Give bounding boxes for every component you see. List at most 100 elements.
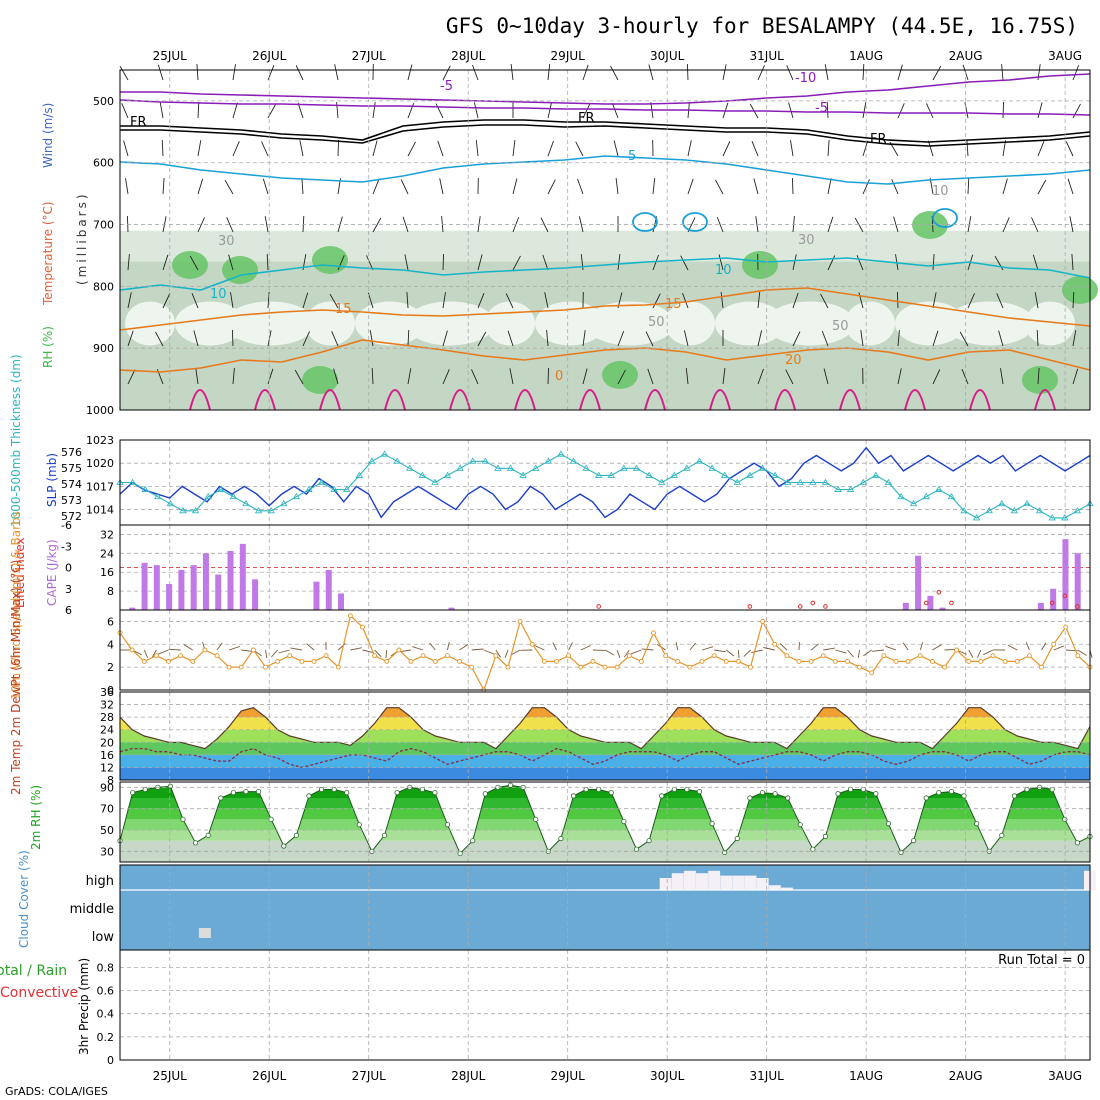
rh-gap xyxy=(585,301,675,346)
lifted-marker xyxy=(747,604,753,609)
thickness-marker xyxy=(632,464,641,471)
contour-line xyxy=(119,287,1091,331)
pressure-ylabel: (millibars) xyxy=(75,191,89,285)
wind-barb-staff xyxy=(509,368,514,385)
rh-marker xyxy=(255,788,262,795)
thickness-marker xyxy=(305,485,313,492)
rh-gap xyxy=(535,301,605,346)
rh-marker xyxy=(1011,793,1018,799)
wind-barb-staff xyxy=(127,369,136,385)
thickness-marker xyxy=(834,485,842,492)
contour-line xyxy=(120,119,1091,143)
slp-series xyxy=(119,446,1091,519)
rh-green-patch xyxy=(1062,276,1098,304)
rh-marker xyxy=(205,832,211,838)
date-label-top: 3AUG xyxy=(1048,49,1082,63)
wind-barb-staff xyxy=(932,330,939,347)
rh-bands xyxy=(120,785,1090,862)
wind-marker xyxy=(857,664,863,670)
wind-barb-staff xyxy=(262,178,269,195)
rh-gap xyxy=(405,301,495,346)
wind-barb-staff xyxy=(191,293,199,309)
wind-barb-staff xyxy=(547,64,551,81)
rh-marker xyxy=(596,786,602,793)
thickness-marker xyxy=(909,499,918,507)
thickness-marker xyxy=(204,492,212,500)
thickness-marker xyxy=(494,464,502,471)
wind-marker xyxy=(444,653,450,659)
wind-tick: 4 xyxy=(107,638,114,651)
wind-marker xyxy=(881,653,887,659)
wind-barb-staff xyxy=(862,140,869,157)
rh-marker xyxy=(281,843,287,849)
wind-barb-staff xyxy=(159,102,164,119)
cape-bar xyxy=(902,602,909,610)
rh-marker xyxy=(533,816,539,822)
wind-barb-staff xyxy=(926,103,934,119)
wind-barb-staff xyxy=(932,65,942,81)
rh-marker xyxy=(646,838,652,844)
magenta-contour xyxy=(319,389,341,411)
date-label-top: 27JUL xyxy=(352,49,387,63)
rh-gap xyxy=(665,301,715,346)
rh-marker xyxy=(306,793,312,799)
rh-marker xyxy=(772,791,778,797)
cape-bar xyxy=(178,569,185,610)
wind-barb-staff xyxy=(648,64,654,81)
thickness-marker xyxy=(128,478,137,485)
wind-barb-staff xyxy=(442,253,445,271)
wind-barb-staff xyxy=(611,102,619,119)
wind-barb-staff xyxy=(856,255,864,271)
rh-green-patch xyxy=(172,251,208,279)
wind-marker xyxy=(1002,658,1008,664)
wind-marker xyxy=(529,641,535,647)
y-tick-label: 700 xyxy=(93,219,114,232)
wind-barb-staff xyxy=(1067,178,1074,195)
wind-barb-staff xyxy=(718,254,724,271)
thickness-marker xyxy=(506,464,515,471)
wind-marker xyxy=(893,658,899,664)
cloud-label: Cloud Cover (%) xyxy=(17,850,31,948)
rh-marker xyxy=(759,790,766,796)
rh-tick: 90 xyxy=(100,781,114,794)
wind-marker xyxy=(1063,624,1069,630)
wind-barb xyxy=(362,649,374,654)
wind-barb xyxy=(216,642,223,651)
cloud-high-bar xyxy=(780,887,793,890)
rh-marker xyxy=(344,790,350,796)
wind-barb-staff xyxy=(127,292,132,309)
wind-barb-staff xyxy=(232,102,238,119)
cape-bar xyxy=(927,595,934,610)
thickness-marker xyxy=(456,464,464,471)
cape-bar xyxy=(166,584,173,610)
wind-marker xyxy=(299,658,305,664)
date-label-bottom: 25JUL xyxy=(153,1069,188,1083)
thickness-marker xyxy=(154,492,162,500)
rh-marker xyxy=(671,786,677,793)
magenta-contour xyxy=(189,389,211,411)
wind-tick: 0 xyxy=(107,684,114,697)
temp-tick: 32 xyxy=(100,699,114,712)
wind-barb xyxy=(835,649,847,654)
wind-barb-staff xyxy=(716,216,724,233)
wind-barb xyxy=(630,649,642,655)
wind-barb-staff xyxy=(302,215,305,233)
date-label-top: 1AUG xyxy=(849,49,883,63)
wind-barb-staff xyxy=(862,102,867,119)
wind-barb xyxy=(568,642,573,651)
thickness-marker xyxy=(191,507,200,514)
rh-green-patch xyxy=(302,366,338,394)
rh-marker xyxy=(142,786,148,793)
wind-barb-staff xyxy=(1072,103,1081,119)
magenta-contour xyxy=(449,389,471,411)
cape-tick: 32 xyxy=(100,528,114,541)
y-tick-label: 1000 xyxy=(86,404,114,417)
pressure-label: (millibars) xyxy=(75,191,89,285)
rh-marker xyxy=(709,820,715,827)
rh-band xyxy=(120,819,1090,830)
wind-marker xyxy=(966,658,972,664)
magenta-contour xyxy=(904,389,926,411)
precip-tick: 0.4 xyxy=(97,1008,115,1021)
thickness-marker xyxy=(317,478,326,485)
wind-barb-staff xyxy=(230,292,234,309)
